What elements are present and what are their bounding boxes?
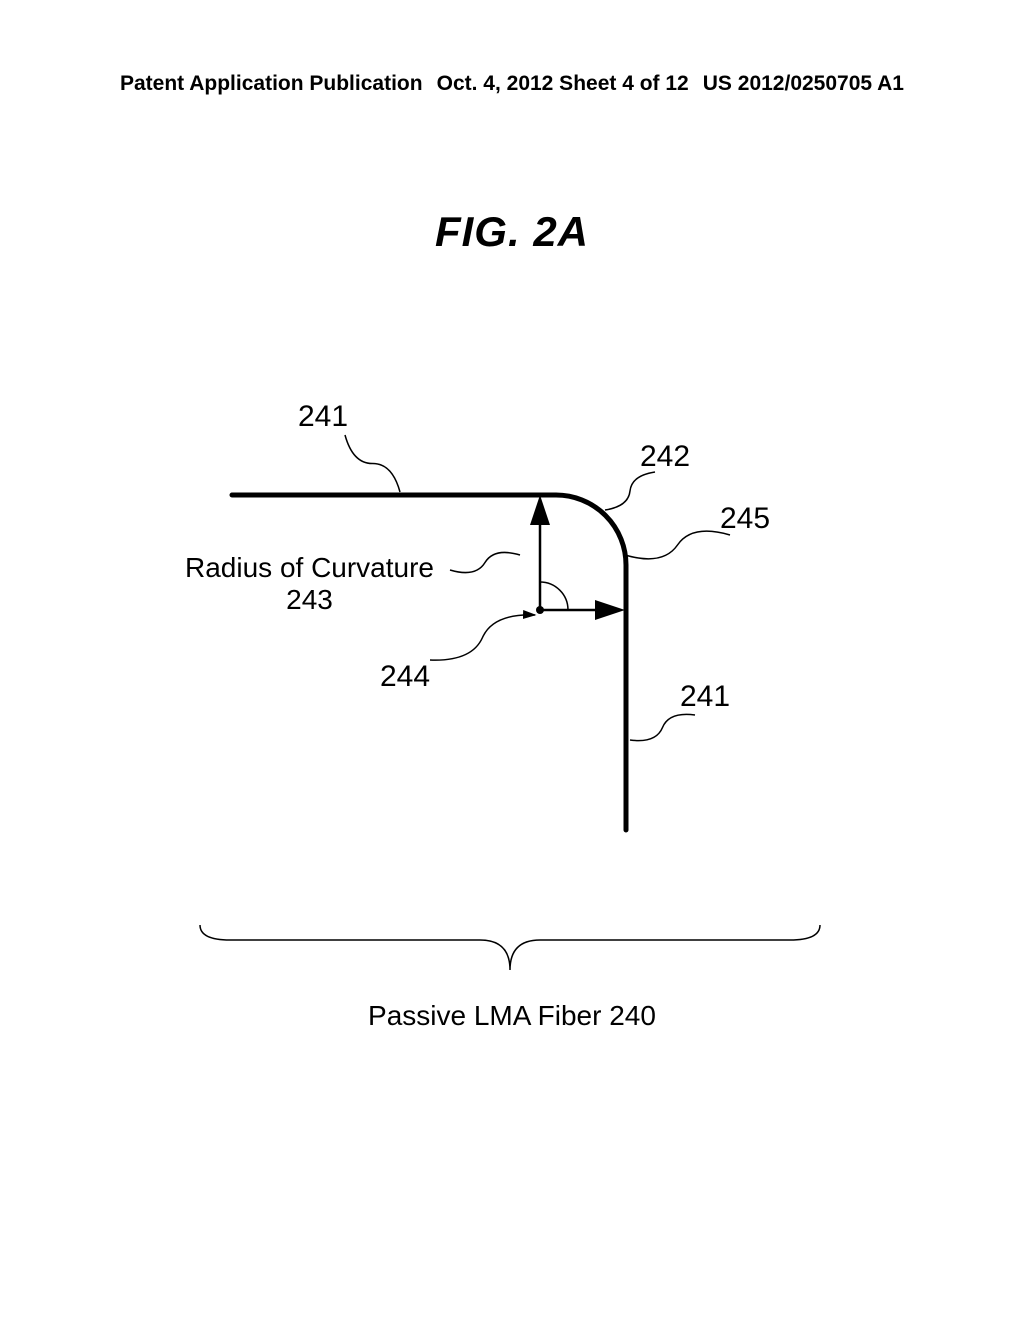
label-245: 245 [720,502,770,536]
label-radius-of-curvature: Radius of Curvature 243 [185,552,434,616]
label-242: 242 [640,440,690,474]
label-244: 244 [380,660,430,694]
figure-diagram [0,0,1024,1320]
label-241-right: 241 [680,680,730,714]
label-radius-line2: 243 [185,584,434,616]
label-241-top: 241 [298,400,348,434]
label-radius-line1: Radius of Curvature [185,552,434,584]
label-passive-lma-fiber: Passive LMA Fiber 240 [352,1000,672,1032]
